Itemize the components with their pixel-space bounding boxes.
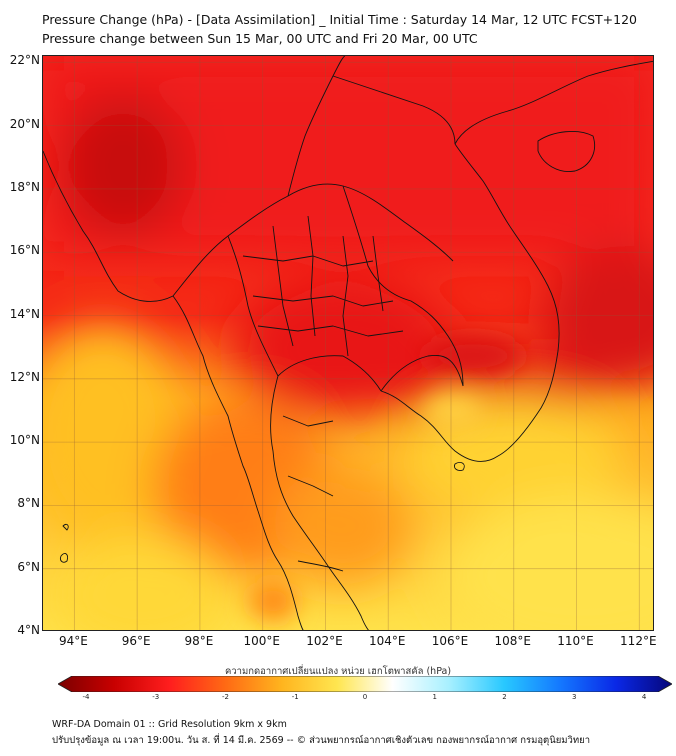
map-canvas	[43, 56, 653, 630]
lon-tick-label: 102°E	[306, 634, 343, 648]
colorbar-bar	[58, 676, 672, 692]
chart-subtitle: Pressure change between Sun 15 Mar, 00 U…	[42, 31, 478, 46]
lon-tick-label: 104°E	[368, 634, 406, 648]
colorbar-tick-label: -4	[82, 693, 90, 701]
field-southwest-light	[53, 536, 233, 630]
hainan-island	[537, 130, 595, 172]
colorbar-tick-label: -2	[221, 693, 229, 701]
myanmar-laos-border	[287, 56, 346, 197]
province-line-4	[272, 225, 294, 347]
lat-tick-label: 20°N	[9, 116, 40, 131]
lat-tick-label: 8°N	[17, 496, 40, 511]
china-border	[332, 75, 456, 145]
lon-tick-label: 110°E	[557, 634, 594, 648]
graticule	[43, 56, 653, 630]
lon-tick-label: 98°E	[184, 634, 214, 648]
province-line-2	[252, 295, 394, 307]
lat-tick-label: 16°N	[9, 243, 40, 258]
field-myanmar-low	[63, 96, 183, 236]
lat-tick-label: 12°N	[9, 369, 40, 384]
gulf-top-coast	[277, 355, 382, 392]
colorbar-tick-label: -3	[152, 693, 160, 701]
colorbar-title: ความกดอากาศเปลี่ยนแปลง หน่วย เฮกโตพาสคัล…	[224, 666, 452, 677]
thailand-cambodia-border	[380, 355, 464, 392]
island-phu-quoc	[454, 461, 465, 471]
lon-tick-label: 94°E	[58, 634, 88, 648]
laos-thailand-border	[172, 183, 454, 297]
island-small	[62, 523, 69, 531]
lat-tick-label: 22°N	[9, 53, 40, 68]
field-andaman-yellow	[43, 326, 183, 546]
lat-tick-label: 14°N	[9, 306, 40, 321]
peninsula-east-coast	[270, 375, 369, 630]
field-tonle-sap-red	[423, 336, 523, 376]
colorbar-tick-label: 3	[572, 693, 577, 701]
pressure-change-map[interactable]	[42, 55, 654, 631]
colorbar-tick-label: 1	[432, 693, 437, 701]
field-gulf-orange	[273, 466, 413, 586]
peninsula-west-coast	[257, 510, 304, 630]
colorbar-tick-label: 4	[641, 693, 647, 701]
field-malaysia-orange	[249, 581, 297, 621]
chart-title: Pressure Change (hPa) - [Data Assimilati…	[42, 12, 637, 27]
field-mekong-yellow	[423, 393, 483, 429]
lat-tick-label: 4°N	[17, 623, 40, 637]
myanmar-coast	[43, 150, 259, 512]
lon-tick-label: 100°E	[243, 634, 280, 648]
vietnam-coast	[380, 143, 560, 462]
lat-tick-label: 6°N	[17, 559, 40, 574]
lon-tick-label: 112°E	[620, 634, 657, 648]
china-coast	[454, 60, 653, 145]
field-sea-red	[543, 246, 653, 386]
footer-model-info: WRF-DA Domain 01 :: Grid Resolution 9km …	[52, 719, 287, 730]
lat-tick-label: 18°N	[9, 179, 40, 194]
thailand-malaysia-border	[297, 560, 344, 572]
province-line-6	[342, 235, 349, 357]
field-south-light	[443, 496, 653, 630]
myanmar-thailand-border	[227, 235, 279, 377]
borders	[43, 56, 653, 630]
province-line-7	[372, 235, 384, 312]
province-line-3	[257, 325, 404, 337]
province-line-9	[287, 475, 334, 497]
colorbar	[58, 676, 672, 692]
lon-tick-label: 106°E	[431, 634, 469, 648]
lon-tick-label: 96°E	[121, 634, 151, 648]
colorbar-tick-label: 0	[362, 693, 368, 701]
footer-update-info: ปรับปรุงข้อมูล ณ เวลา 19:00น. วัน ส. ที่…	[52, 735, 591, 746]
lon-tick-label: 108°E	[494, 634, 532, 648]
colorbar-tick-label: -1	[291, 693, 299, 701]
island-andaman	[60, 553, 68, 563]
province-line-8	[282, 415, 334, 427]
lat-tick-label: 10°N	[9, 433, 40, 448]
colorbar-tick-label: 2	[502, 693, 507, 701]
province-line-5	[307, 215, 316, 337]
laos-cambodia-border	[342, 185, 464, 387]
